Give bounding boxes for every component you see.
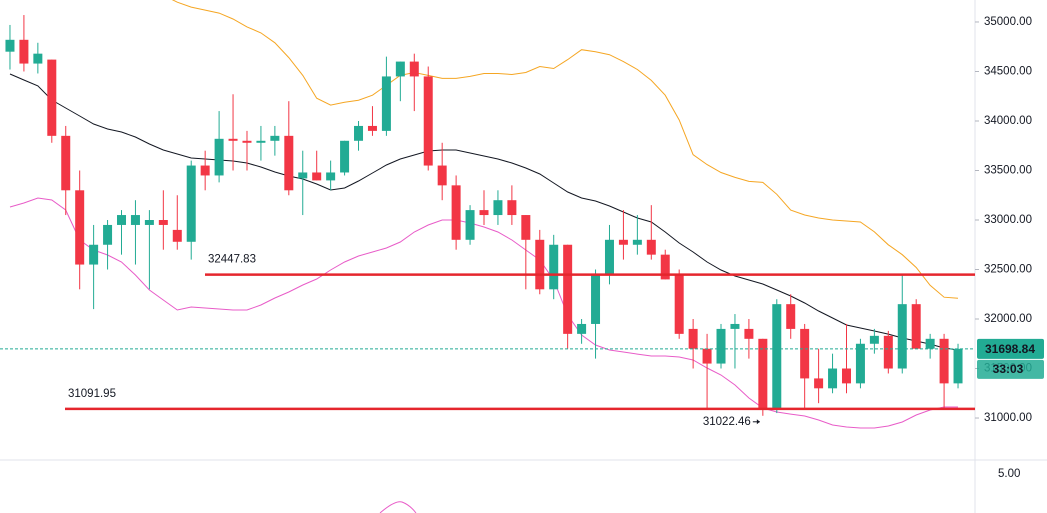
candle-body <box>409 61 419 77</box>
low-annotation: 31022.46 <box>703 416 751 428</box>
candle-body <box>172 229 182 242</box>
low-arrow-head <box>756 419 760 425</box>
y-tick-label: 35000.00 <box>984 16 1032 28</box>
candle-body <box>312 172 322 181</box>
band-line <box>9 73 959 351</box>
candle-body <box>103 224 113 245</box>
last-price-box <box>977 338 1044 359</box>
candle-body <box>549 244 559 290</box>
candle-body <box>786 304 796 329</box>
candle-body <box>632 239 642 245</box>
candle-body <box>604 239 614 275</box>
candle-body <box>5 39 15 52</box>
candle-body <box>465 210 475 240</box>
candle-body <box>855 343 865 384</box>
y-tick-label: 32000.00 <box>984 313 1032 325</box>
countdown-box <box>977 359 1044 379</box>
candle-body <box>228 138 238 141</box>
candle-body <box>130 215 140 225</box>
candle-body <box>953 348 963 384</box>
candle-body <box>521 215 531 240</box>
candle-body <box>75 190 85 265</box>
lower-pane-indicator <box>379 501 417 513</box>
y-tick-label: 34000.00 <box>984 115 1032 127</box>
y-tick-label: 34500.00 <box>984 66 1032 78</box>
candle-body <box>33 53 43 64</box>
candle-body <box>144 220 154 225</box>
last-price-label: 31698.84 <box>985 342 1035 356</box>
candle-body <box>563 244 573 334</box>
candle-body <box>772 304 782 409</box>
candle-body <box>256 140 266 143</box>
candle-body <box>493 200 503 216</box>
candle-body <box>618 239 628 245</box>
candle-body <box>451 185 461 240</box>
candle-body <box>326 172 336 181</box>
band-line <box>171 0 959 299</box>
candle-body <box>340 140 350 173</box>
candle-body <box>883 335 893 369</box>
candle-body <box>284 135 294 191</box>
candle-body <box>186 165 196 242</box>
candle-body <box>744 328 754 339</box>
candle-body <box>674 274 684 334</box>
candle-body <box>423 76 433 166</box>
candle-body <box>214 138 224 176</box>
candle-body <box>800 328 810 379</box>
candle-body <box>200 165 210 176</box>
candle-body <box>19 39 29 64</box>
level-label: 31091.95 <box>68 388 116 400</box>
candle-body <box>298 172 308 179</box>
candle-body <box>479 210 489 216</box>
candle-body <box>437 165 447 186</box>
candle-body <box>841 368 851 384</box>
candle-body <box>535 239 545 290</box>
candle-body <box>660 254 670 280</box>
candle-body <box>730 323 740 329</box>
candle-body <box>591 274 601 324</box>
candle-body <box>911 304 921 349</box>
candle-body <box>117 215 127 225</box>
y-tick-label: 31000.00 <box>984 412 1032 424</box>
candle-body <box>828 368 838 389</box>
band-line <box>9 197 958 429</box>
candle-body <box>646 239 656 255</box>
y-tick-label: 33000.00 <box>984 214 1032 226</box>
candle-body <box>61 135 71 191</box>
candle-body <box>869 335 879 344</box>
candle-body <box>89 244 99 265</box>
candle-body <box>939 338 949 384</box>
candle-body <box>47 59 57 136</box>
candle-body <box>367 125 377 131</box>
countdown-label: 33:03 <box>993 362 1024 376</box>
candle-body <box>395 61 405 77</box>
candle-body <box>702 348 712 364</box>
candle-body <box>925 338 935 349</box>
candle-body <box>381 76 391 131</box>
lower-pane-tick-label: 5.00 <box>998 468 1020 480</box>
plot-area <box>5 0 963 429</box>
candle-body <box>158 220 168 225</box>
y-tick-label: 32500.00 <box>984 264 1032 276</box>
level-label: 32447.83 <box>208 254 256 266</box>
candle-body <box>354 125 364 141</box>
candle-body <box>758 338 768 409</box>
candle-body <box>716 328 726 364</box>
candle-body <box>270 135 280 141</box>
candle-body <box>507 200 517 216</box>
candle-body <box>814 378 824 389</box>
candle-body <box>242 140 252 143</box>
candle-body <box>577 323 587 334</box>
y-tick-label: 33500.00 <box>984 165 1032 177</box>
candle-body <box>688 328 698 349</box>
candle-body <box>897 304 907 369</box>
